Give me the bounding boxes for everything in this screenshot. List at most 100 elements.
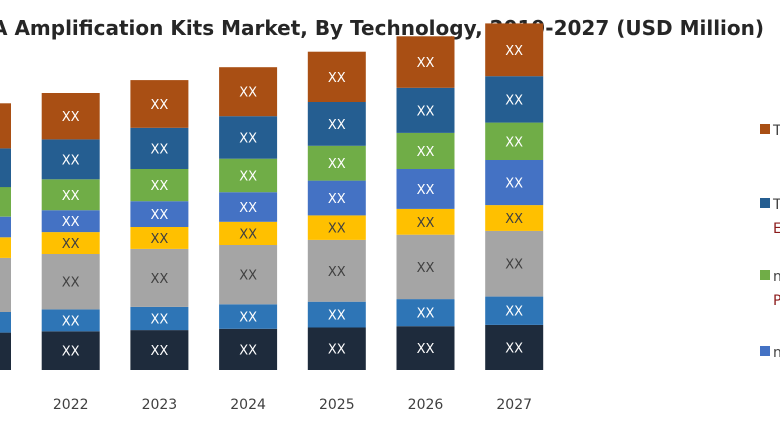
bar-segment-2024-s0: [219, 328, 278, 370]
bar-segment-2021-s0: [0, 332, 11, 370]
bar-segment-2026-s2: [396, 234, 455, 300]
data-label: XX: [505, 93, 523, 108]
bar-segment-2022-s7: [41, 93, 100, 140]
legend-entry-text: P: [773, 293, 780, 309]
data-label: XX: [328, 71, 346, 86]
data-label: XX: [150, 232, 168, 247]
x-axis: 1202220232024202520262027: [53, 397, 532, 413]
bar-segment-2023-s1: [130, 306, 189, 331]
bar-segment-2025-s6: [307, 102, 366, 146]
data-label: XX: [328, 118, 346, 133]
bar-segment-2023-s5: [130, 169, 189, 202]
bar-segment-2025-s7: [307, 51, 366, 102]
bar-segment-2021-s5: [0, 187, 11, 217]
data-label: XX: [150, 344, 168, 359]
bar-segment-2025-s3: [307, 215, 366, 240]
bar-segment-2024-s5: [219, 158, 278, 193]
data-label: XX: [505, 305, 523, 320]
bar-segment-2025-s1: [307, 301, 366, 328]
legend-entry-text: T: [772, 123, 780, 139]
bar-segment-2027-s3: [485, 205, 544, 231]
bar-segment-2027-s7: [485, 23, 544, 77]
legend-swatch: [760, 198, 770, 208]
data-label: XX: [417, 261, 435, 276]
data-label: XX: [239, 86, 257, 101]
data-label: XX: [505, 135, 523, 150]
bar-segment-2027-s2: [485, 230, 544, 297]
bar-segment-2025-s4: [307, 180, 366, 216]
data-label: XX: [417, 216, 435, 231]
data-label: XX: [417, 56, 435, 71]
bar-segment-2026-s6: [396, 87, 455, 133]
bar-segment-2022-s6: [41, 139, 100, 180]
data-label: XX: [417, 307, 435, 322]
bar-segment-2021-s7: [0, 103, 11, 149]
bar-segment-2025-s0: [307, 327, 366, 370]
data-label: XX: [505, 44, 523, 59]
bar-segment-2022-s4: [41, 210, 100, 233]
data-label: XX: [150, 208, 168, 223]
x-tick-label: 2022: [53, 397, 89, 413]
data-label: XX: [239, 169, 257, 184]
bar-segment-2024-s2: [219, 245, 278, 305]
bar-segment-2026-s7: [396, 36, 455, 88]
data-label: XX: [505, 212, 523, 227]
data-label: XX: [150, 179, 168, 194]
data-label: XX: [62, 314, 80, 329]
bar-segment-2022-s0: [41, 331, 100, 370]
data-label: XX: [62, 237, 80, 252]
data-label: XX: [239, 131, 257, 146]
bar-segment-2022-s1: [41, 309, 100, 332]
data-label: XX: [62, 189, 80, 204]
data-label: XX: [239, 269, 257, 284]
legend-entry-text: T: [772, 197, 780, 213]
bar-segment-2022-s5: [41, 179, 100, 211]
data-label: XX: [150, 98, 168, 113]
bar-segment-2021-s6: [0, 148, 11, 188]
bar-segment-2026-s5: [396, 132, 455, 169]
legend-entry-text: E: [773, 221, 780, 237]
data-label: XX: [505, 342, 523, 357]
bar-segment-2024-s4: [219, 192, 278, 222]
bar-segment-2023-s0: [130, 330, 189, 370]
x-tick-label: 2026: [408, 397, 444, 413]
data-label: XX: [239, 201, 257, 216]
data-label: XX: [62, 110, 80, 125]
bar-segment-2026-s4: [396, 169, 455, 209]
bar-segment-2027-s6: [485, 76, 544, 123]
data-label: XX: [150, 272, 168, 287]
bar-segment-2027-s4: [485, 160, 544, 206]
data-label: XX: [328, 157, 346, 172]
data-label: XX: [328, 222, 346, 237]
data-label: XX: [328, 192, 346, 207]
data-label: XX: [328, 343, 346, 358]
legend-entry-text: n: [773, 345, 780, 361]
bar-segment-2026-s1: [396, 299, 455, 327]
x-tick-label: 2023: [142, 397, 178, 413]
bar-segment-2026-s3: [396, 208, 455, 235]
bar-segment-2021-s2: [0, 257, 11, 312]
data-label: XX: [62, 215, 80, 230]
data-label: XX: [417, 104, 435, 119]
data-label: XX: [239, 227, 257, 242]
bar-segment-2026-s0: [396, 326, 455, 370]
bar-segment-2021-s1: [0, 312, 11, 333]
bar-segment-2027-s5: [485, 122, 544, 160]
data-label: XX: [62, 345, 80, 360]
data-label: XX: [417, 183, 435, 198]
bar-segment-2024-s1: [219, 304, 278, 329]
bar-segment-2024-s6: [219, 116, 278, 159]
data-label: XX: [328, 265, 346, 280]
data-label: XX: [505, 258, 523, 273]
bar-segment-2022-s2: [41, 254, 100, 310]
bar-segment-2024-s7: [219, 67, 278, 117]
bars-group: XX XX XX XX XX XX XX XX XX XX XX XX XX XX XX XX XX XX XX XX…: [0, 23, 544, 370]
bar-segment-2021-s3: [0, 237, 11, 258]
x-tick-label: 2025: [319, 397, 355, 413]
bar-segment-2027-s1: [485, 296, 544, 325]
data-label: XX: [328, 309, 346, 324]
data-label: XX: [417, 342, 435, 357]
chart-title: A Amplification Kits Market, By Technolo…: [0, 16, 765, 40]
bar-segment-2024-s3: [219, 221, 278, 245]
